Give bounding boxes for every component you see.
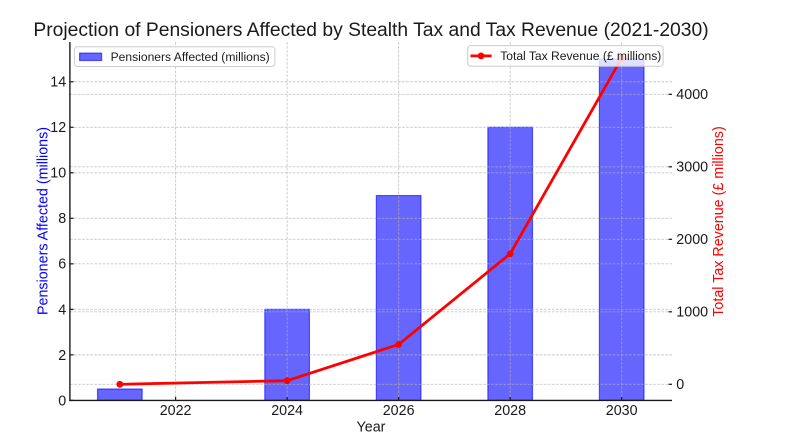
svg-text:4000: 4000 xyxy=(676,87,708,103)
svg-text:6: 6 xyxy=(58,257,66,273)
svg-text:Total Tax Revenue (£ millions): Total Tax Revenue (£ millions) xyxy=(711,126,727,316)
svg-text:3000: 3000 xyxy=(676,160,708,176)
svg-text:2030: 2030 xyxy=(606,403,638,419)
svg-text:2000: 2000 xyxy=(676,232,708,248)
svg-text:4: 4 xyxy=(58,302,66,318)
svg-text:Pensioners Affected (millions): Pensioners Affected (millions) xyxy=(35,127,51,315)
svg-text:2026: 2026 xyxy=(383,403,415,419)
svg-text:2024: 2024 xyxy=(271,403,303,419)
svg-text:Total Tax Revenue (£ millions): Total Tax Revenue (£ millions) xyxy=(500,49,661,63)
svg-text:8: 8 xyxy=(58,211,66,227)
svg-text:0: 0 xyxy=(676,377,684,393)
svg-text:2022: 2022 xyxy=(160,403,192,419)
svg-text:Pensioners Affected (millions): Pensioners Affected (millions) xyxy=(111,50,270,64)
svg-text:0: 0 xyxy=(58,393,66,409)
svg-text:2028: 2028 xyxy=(494,403,526,419)
svg-text:12: 12 xyxy=(50,120,66,136)
svg-text:Year: Year xyxy=(357,420,386,436)
svg-text:1000: 1000 xyxy=(676,305,708,321)
svg-text:14: 14 xyxy=(50,75,66,91)
svg-text:Projection of Pensioners Affec: Projection of Pensioners Affected by Ste… xyxy=(33,20,708,41)
svg-text:10: 10 xyxy=(50,166,66,182)
svg-text:2: 2 xyxy=(58,348,66,364)
